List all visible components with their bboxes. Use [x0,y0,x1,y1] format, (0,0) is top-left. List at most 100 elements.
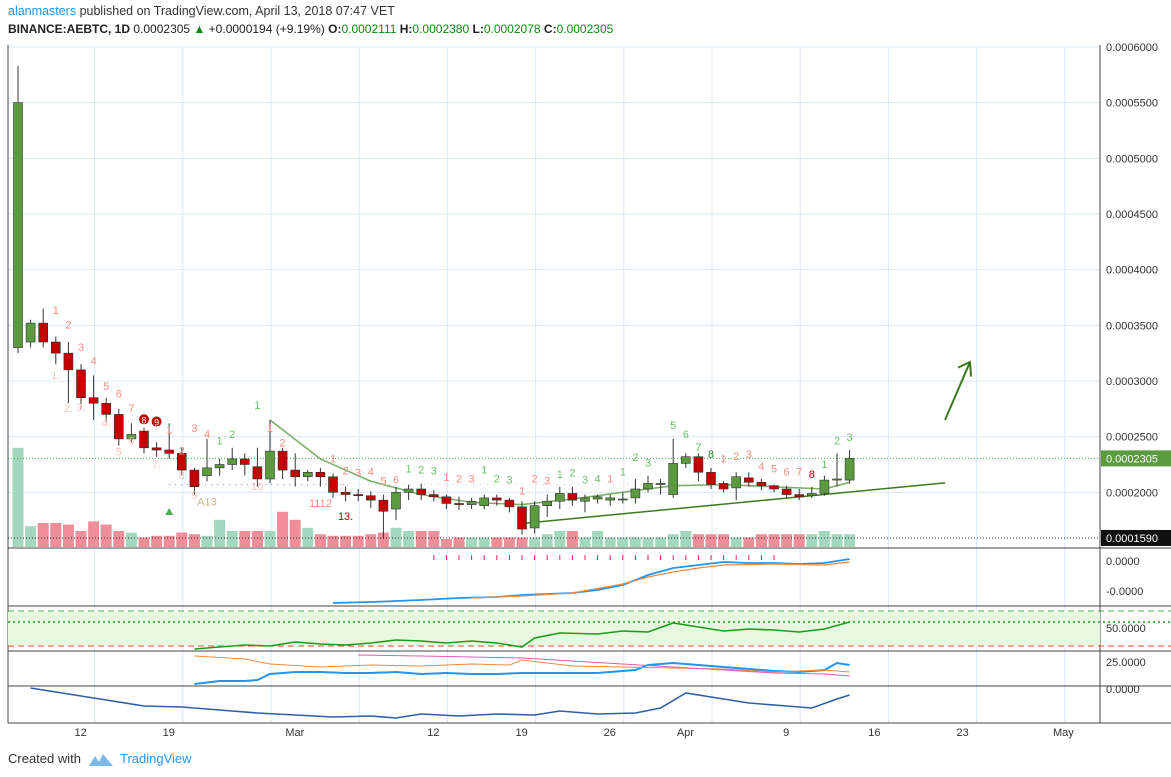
td-count-label: 3 [582,474,588,486]
candle-body [378,499,389,512]
volume-bar [844,534,856,547]
candle-body [76,369,86,399]
price-tick-label: 0.0002500 [1106,432,1158,444]
volume-bar [163,535,175,547]
di-plus-line [194,655,850,673]
created-with-label: Created with [8,751,81,766]
volume-bar [12,447,24,547]
candle-body [567,493,578,501]
time-axis-label: 12 [74,727,86,739]
candle-body [114,414,124,440]
td-count-label: 3 [431,466,437,478]
td-count-label: 6 [683,429,689,441]
candle-body [290,469,301,478]
td-count-label: 1 [217,435,223,447]
td-count-label: 9 [154,418,159,428]
td-count-label: 1 [254,400,260,412]
volume-bar [755,534,767,547]
td-count-label: 1 [406,463,412,475]
volume-bar [516,537,528,547]
price-tick-label: 0.0003000 [1106,376,1158,388]
change-up-icon: ▲ [193,22,206,36]
price-tick-label: 0.0002000 [1106,487,1158,499]
low-value: 0.0002078 [483,22,541,36]
td-count-label: 4 [368,467,374,479]
di-minus-line [358,654,850,677]
author-link[interactable]: alanmasters [8,4,77,18]
candle-body [668,463,679,495]
candle-body [277,450,288,471]
td-count-label: 2. [64,403,73,415]
candle-body [340,492,351,495]
volume-bar [314,534,326,547]
td-count-label: 8 [809,469,815,481]
price-tick-label: 0.0003500 [1106,320,1158,332]
candle-body [50,341,61,354]
volume-bar [428,531,440,547]
td-count-label: 3. [76,402,85,414]
td-count-label: 3 [469,473,475,485]
volume-bar [390,527,402,547]
volume-bar [478,537,490,547]
high-value: 0.0002380 [412,22,470,36]
td-count-label: 2 [229,429,235,441]
td-count-label: 1 [557,469,563,481]
candle-body [265,450,275,480]
volume-bar [62,524,74,547]
volume-bar [289,519,301,547]
volume-bar [642,537,654,547]
candle-body [252,466,263,480]
td-badge [139,414,149,425]
volume-bar [100,524,112,547]
time-axis-label: 16 [868,727,880,739]
footer: Created with TradingView [8,751,192,766]
macd-axis-label: -0.0000 [1106,586,1143,598]
high-label: H: [399,22,413,36]
price-tick-label: 0.0005500 [1106,98,1158,110]
td-count-label: 2 [494,473,500,485]
last-price: 0.0002305 [133,22,191,36]
volume-bar [579,537,591,547]
rsi-band [8,612,1100,645]
candle-body [101,402,111,415]
candle-body [151,447,162,451]
time-axis-label: 23 [956,727,968,739]
volume-bar [743,537,755,547]
adx-line [194,661,850,685]
candle-body [655,483,666,485]
td-count-label: 5 [670,420,676,432]
td-count-label: 2 [569,468,575,480]
last-price-flag-label: 0.0002305 [1106,453,1158,465]
time-axis-label: 9 [783,727,789,739]
td-count-label: 2 [456,473,462,485]
td-count-label: 2 [280,438,286,450]
td-count-label: A13 [197,497,217,509]
volume-bar [730,537,742,547]
candle-body [214,464,225,469]
candle-body [542,500,553,506]
volume-bar [264,531,276,547]
td-count-label: 9 [191,490,197,502]
trend-line [521,482,946,525]
td-count-label: 7 [695,442,701,454]
volume-bar [440,539,452,547]
price-tick-label: 0.0004000 [1106,265,1158,277]
candle-body [139,430,149,449]
td-count-label: 1112 [309,498,332,510]
volume-bar [151,535,163,547]
td-count-label: 3 [506,474,512,486]
td-count-label: 10 [251,481,263,493]
td-count-label: 13. [338,511,353,523]
candle-body [164,449,174,454]
candle-body [491,497,502,501]
publish-info: alanmasters published on TradingView.com… [8,4,395,18]
volume-bar [176,532,188,547]
td-count-label: 5 [116,447,122,459]
volume-bar [491,537,503,547]
volume-bar [781,534,793,547]
td-count-label: 3 [645,458,651,470]
volume-bar [226,531,238,547]
tradingview-link[interactable]: TradingView [120,751,192,766]
candle-body [466,500,477,505]
